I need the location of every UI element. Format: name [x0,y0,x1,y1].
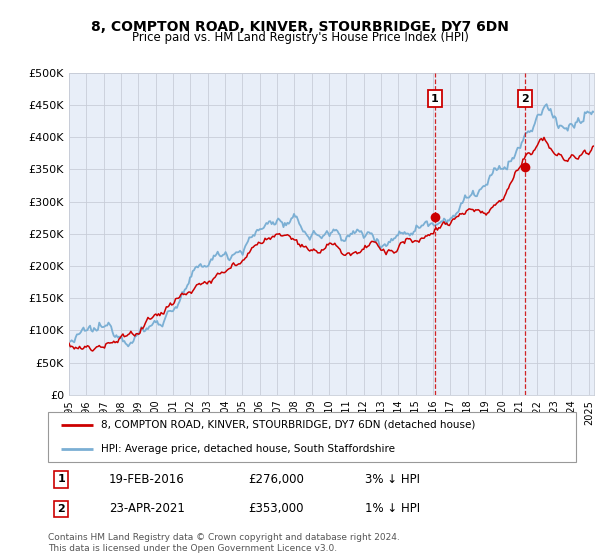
Text: 2: 2 [58,504,65,514]
Text: £353,000: £353,000 [248,502,304,515]
Text: 1: 1 [431,94,439,104]
Text: 2: 2 [521,94,529,104]
Text: Contains HM Land Registry data © Crown copyright and database right 2024.
This d: Contains HM Land Registry data © Crown c… [48,533,400,553]
Text: 3% ↓ HPI: 3% ↓ HPI [365,473,420,486]
Text: Price paid vs. HM Land Registry's House Price Index (HPI): Price paid vs. HM Land Registry's House … [131,31,469,44]
Text: 19-FEB-2016: 19-FEB-2016 [109,473,184,486]
Text: £276,000: £276,000 [248,473,305,486]
Text: HPI: Average price, detached house, South Staffordshire: HPI: Average price, detached house, Sout… [101,444,395,454]
Text: 23-APR-2021: 23-APR-2021 [109,502,185,515]
Text: 8, COMPTON ROAD, KINVER, STOURBRIDGE, DY7 6DN (detached house): 8, COMPTON ROAD, KINVER, STOURBRIDGE, DY… [101,419,475,430]
Text: 1% ↓ HPI: 1% ↓ HPI [365,502,420,515]
Text: 8, COMPTON ROAD, KINVER, STOURBRIDGE, DY7 6DN: 8, COMPTON ROAD, KINVER, STOURBRIDGE, DY… [91,20,509,34]
FancyBboxPatch shape [48,412,576,462]
Text: 1: 1 [58,474,65,484]
